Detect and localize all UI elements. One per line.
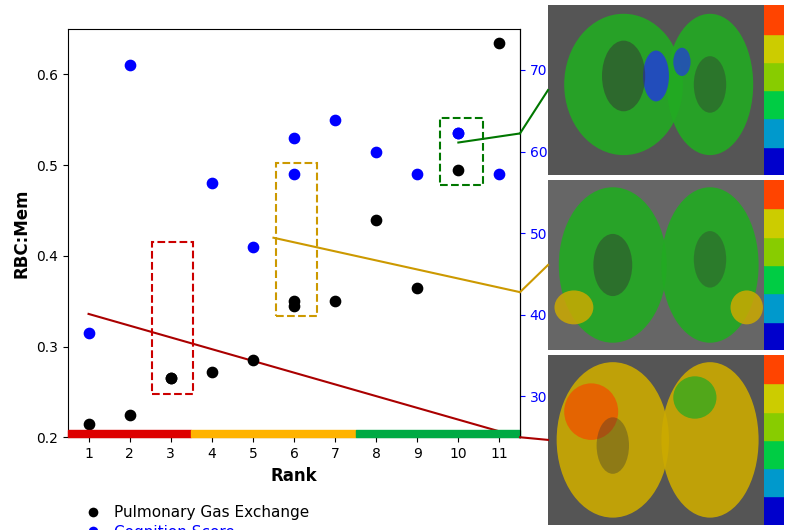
Ellipse shape — [662, 187, 758, 343]
Ellipse shape — [564, 383, 618, 440]
Ellipse shape — [558, 187, 666, 343]
Bar — [764, 412, 784, 440]
X-axis label: Rank: Rank — [270, 466, 318, 484]
Point — [493, 39, 506, 47]
Bar — [764, 440, 784, 468]
Point — [246, 243, 259, 251]
Ellipse shape — [554, 290, 594, 324]
Point — [370, 147, 382, 156]
Ellipse shape — [666, 14, 754, 155]
Bar — [764, 147, 784, 175]
Point — [246, 356, 259, 365]
Bar — [764, 355, 784, 383]
Bar — [764, 322, 784, 350]
Ellipse shape — [674, 376, 717, 419]
Ellipse shape — [694, 231, 726, 288]
Bar — [764, 90, 784, 118]
Point — [287, 134, 300, 142]
Point — [493, 170, 506, 179]
Bar — [764, 62, 784, 90]
Point — [329, 116, 342, 124]
Point — [123, 410, 136, 419]
Point — [287, 302, 300, 310]
Point — [370, 215, 382, 224]
Ellipse shape — [557, 362, 669, 518]
Point — [82, 329, 95, 337]
Point — [287, 297, 300, 305]
Point — [206, 368, 218, 376]
Bar — [764, 237, 784, 265]
Ellipse shape — [597, 417, 629, 474]
Point — [164, 374, 177, 383]
Bar — [764, 293, 784, 322]
Ellipse shape — [730, 290, 763, 324]
Bar — [764, 468, 784, 497]
Bar — [764, 497, 784, 525]
Point — [82, 419, 95, 428]
Point — [123, 61, 136, 69]
Ellipse shape — [602, 41, 646, 111]
Point — [287, 170, 300, 179]
Y-axis label: RBC:Mem: RBC:Mem — [13, 189, 30, 278]
Ellipse shape — [643, 50, 669, 101]
Ellipse shape — [694, 56, 726, 113]
Ellipse shape — [674, 48, 690, 76]
Point — [452, 165, 465, 174]
Ellipse shape — [564, 14, 683, 155]
Bar — [764, 118, 784, 147]
Point — [206, 179, 218, 188]
Point — [411, 284, 424, 292]
Bar — [356, 430, 520, 437]
Point — [411, 170, 424, 179]
Point — [452, 129, 465, 138]
Bar — [764, 265, 784, 293]
Point — [329, 297, 342, 305]
Bar — [764, 33, 784, 62]
Bar — [764, 208, 784, 237]
Bar — [764, 5, 784, 33]
Bar — [764, 383, 784, 412]
Ellipse shape — [662, 362, 758, 518]
Bar — [764, 180, 784, 208]
Point — [164, 374, 177, 383]
Ellipse shape — [594, 234, 632, 296]
Point — [452, 129, 465, 138]
Bar — [68, 430, 191, 437]
Bar — [191, 430, 356, 437]
Legend: Pulmonary Gas Exchange, Cognition Score: Pulmonary Gas Exchange, Cognition Score — [71, 499, 315, 530]
Y-axis label: T-score: T-score — [549, 200, 566, 267]
